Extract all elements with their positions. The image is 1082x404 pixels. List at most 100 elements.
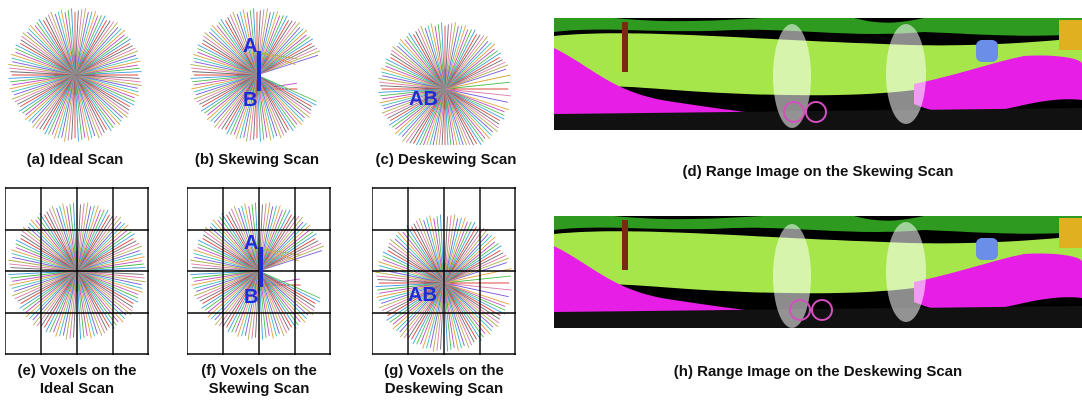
scan-ray [251, 204, 260, 272]
scan-ray [258, 222, 308, 272]
scan-ray [444, 29, 472, 90]
scan-ray [444, 56, 500, 90]
scan-ray [403, 282, 445, 339]
scan-ray [66, 206, 78, 272]
scan-ray [444, 24, 449, 90]
scan-ray [256, 74, 287, 133]
scan-ray [74, 74, 96, 137]
scan-ray [74, 10, 79, 76]
scan-ray [256, 74, 290, 130]
caption-e: (e) Voxels on the Ideal Scan [0, 362, 154, 398]
scan-ray [196, 74, 258, 103]
panel-voxels-ideal [5, 187, 149, 355]
scan-ray [76, 270, 106, 334]
scan-ray [15, 239, 78, 272]
scan-ray [227, 17, 258, 76]
scan-ray [405, 88, 446, 143]
scan-ray [444, 88, 491, 140]
scan-ray [15, 51, 76, 76]
scan-ray [443, 282, 506, 311]
scan-ray [220, 18, 258, 76]
caption-f-line1: (f) Voxels on the [201, 362, 317, 379]
label-a: A [243, 35, 257, 57]
scan-ray [256, 42, 312, 76]
scan-ray [202, 238, 260, 272]
scan-ray [74, 74, 83, 140]
scan-ray [36, 270, 78, 327]
scan-ray [193, 270, 260, 289]
scan-ray [444, 88, 452, 145]
scan-ray [55, 270, 78, 337]
scan-ray [244, 203, 260, 272]
scan-ray [218, 270, 260, 327]
scan-ray [59, 205, 78, 272]
scan-ray [409, 88, 446, 144]
scan-ray [216, 25, 258, 76]
scan-ray [258, 270, 321, 299]
scan-ray [76, 202, 89, 272]
scan-ray [8, 259, 78, 272]
scan-ray [200, 74, 258, 112]
scan-ray [261, 248, 299, 262]
scan-ray [444, 88, 499, 129]
scan-ray [74, 74, 103, 136]
scan-ray [258, 270, 290, 331]
scan-ray [444, 52, 502, 90]
scan-ray [258, 270, 314, 316]
scan-ray [419, 88, 446, 145]
scan-ray [415, 31, 446, 90]
scan-ray [443, 227, 485, 284]
scan-ray [71, 74, 76, 140]
panel-ideal-scan [5, 5, 145, 145]
scan-ray [427, 25, 446, 90]
scan-ray [390, 56, 446, 90]
scan-ray [44, 214, 78, 272]
scan-ray [394, 238, 445, 284]
scan-ray [74, 12, 89, 76]
scan-ray [444, 88, 458, 145]
scan-ray [443, 282, 506, 307]
scan-ray [74, 74, 114, 128]
scan-ray [444, 23, 453, 90]
scan-ray [197, 48, 258, 76]
scan-ray [74, 20, 108, 76]
scan-ray [204, 226, 260, 272]
scan-ray [74, 74, 108, 130]
scan-ray [443, 282, 501, 316]
scan-ray [197, 247, 260, 272]
scan-ray [74, 74, 141, 83]
scan-ray [54, 13, 76, 76]
scan-ray [76, 245, 143, 272]
scan-ray [258, 250, 322, 272]
scan-ray [258, 270, 285, 337]
scan-ray [401, 88, 446, 138]
scan-ray [25, 270, 78, 313]
scan-ray [392, 282, 445, 325]
bicycle-wheel [789, 299, 811, 321]
scan-ray [217, 219, 260, 272]
scan-ray [76, 209, 109, 272]
caption-h: (h) Range Image on the Deskewing Scan [673, 363, 963, 380]
scan-ray [258, 229, 311, 272]
scan-ray [214, 74, 258, 128]
tree-canopy [554, 18, 1082, 36]
scan-ray [76, 250, 140, 272]
scan-ray [76, 270, 85, 338]
scan-ray [74, 74, 139, 97]
scan-ray [74, 9, 83, 76]
scan-ray [436, 282, 445, 351]
scan-ray [62, 270, 78, 336]
scan-ray [49, 270, 78, 333]
scan-ray [74, 11, 93, 76]
scan-ray [224, 74, 258, 130]
object-blob [976, 40, 998, 62]
scan-ray [256, 74, 311, 115]
scan-ray [76, 270, 92, 339]
scan-ray [411, 226, 445, 284]
caption-g-line2: Deskewing Scan [384, 380, 504, 397]
scan-ray [15, 44, 76, 76]
scan-ray [24, 74, 76, 121]
scan-ray [444, 88, 471, 145]
scan-ray [15, 48, 76, 76]
scan-ray [412, 34, 446, 90]
